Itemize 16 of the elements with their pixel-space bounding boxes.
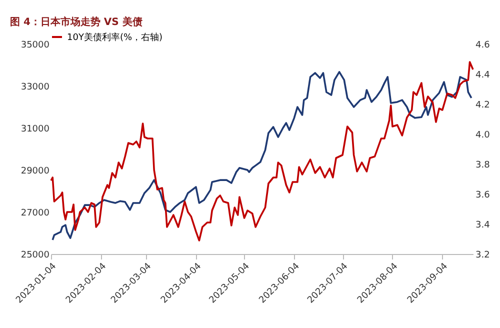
y-tick-label: 33000 [20,82,50,92]
y-tick-label: 29000 [20,166,50,176]
y2-tick-label: 3.6 [476,190,490,200]
y-tick-label: 35000 [20,40,50,50]
y2-tick-label: 4.0 [476,130,490,140]
y-tick-label: 31000 [20,124,50,134]
y2-tick-label: 4.2 [476,100,490,110]
y-tick-label: 25000 [20,250,50,260]
y2-tick-label: 3.4 [476,220,490,230]
y2-tick-label: 4.6 [476,40,490,50]
y2-tick-label: 3.8 [476,160,490,170]
y2-tick-label: 3.2 [476,250,490,260]
chart-title: 图 4：日本市场走势 VS 美债 [10,16,142,28]
y2-tick-label: 4.4 [476,70,490,80]
legend-label: 10Y美债利率(%，右轴) [67,32,163,43]
y-tick-label: 27000 [20,208,50,218]
